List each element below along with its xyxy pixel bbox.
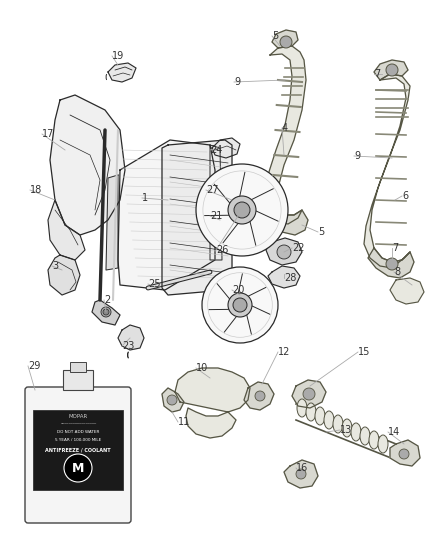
Text: 7: 7 — [392, 243, 398, 253]
Ellipse shape — [333, 415, 343, 433]
Text: 21: 21 — [210, 211, 223, 221]
Polygon shape — [374, 60, 408, 80]
Text: 11: 11 — [178, 417, 190, 427]
Ellipse shape — [360, 427, 370, 445]
Circle shape — [386, 64, 398, 76]
Polygon shape — [244, 382, 274, 410]
Circle shape — [234, 202, 250, 218]
Polygon shape — [274, 210, 308, 235]
Text: 27: 27 — [206, 185, 219, 195]
Circle shape — [202, 267, 278, 343]
Circle shape — [296, 469, 306, 479]
Ellipse shape — [369, 431, 379, 449]
Ellipse shape — [342, 419, 352, 437]
Polygon shape — [266, 238, 302, 265]
Polygon shape — [50, 95, 125, 235]
Circle shape — [399, 449, 409, 459]
Polygon shape — [106, 175, 118, 270]
Text: 1: 1 — [142, 193, 148, 203]
Polygon shape — [212, 138, 240, 158]
Circle shape — [233, 298, 247, 312]
Circle shape — [167, 395, 177, 405]
FancyArrowPatch shape — [38, 442, 48, 478]
Text: 3: 3 — [52, 261, 58, 271]
Text: M: M — [72, 462, 84, 474]
Polygon shape — [118, 325, 144, 350]
Text: 2: 2 — [104, 295, 110, 305]
Polygon shape — [92, 300, 120, 325]
Polygon shape — [284, 460, 318, 488]
Text: 23: 23 — [122, 341, 134, 351]
Polygon shape — [162, 140, 232, 295]
Text: 17: 17 — [42, 129, 54, 139]
Polygon shape — [162, 388, 184, 412]
Text: 29: 29 — [28, 361, 40, 371]
Circle shape — [101, 307, 111, 317]
Circle shape — [228, 293, 252, 317]
Text: MOPAR: MOPAR — [68, 415, 88, 419]
Polygon shape — [48, 255, 80, 295]
Polygon shape — [268, 266, 300, 288]
Text: ANTIFREEZE / COOLANT: ANTIFREEZE / COOLANT — [45, 448, 111, 453]
Polygon shape — [292, 380, 326, 408]
Text: 15: 15 — [358, 347, 371, 357]
Text: 19: 19 — [112, 51, 124, 61]
Polygon shape — [272, 30, 298, 48]
Polygon shape — [210, 145, 222, 260]
Polygon shape — [368, 248, 414, 278]
Polygon shape — [48, 200, 85, 260]
Polygon shape — [390, 278, 424, 304]
Text: ─────────────────: ───────────────── — [60, 422, 96, 426]
Text: 8: 8 — [394, 267, 400, 277]
Bar — [70, 362, 86, 372]
Text: 6: 6 — [402, 191, 408, 201]
Circle shape — [64, 454, 92, 482]
Ellipse shape — [297, 399, 307, 417]
Text: 18: 18 — [30, 185, 42, 195]
Bar — [63, 370, 93, 390]
Circle shape — [277, 245, 291, 259]
Text: 10: 10 — [196, 363, 208, 373]
Circle shape — [103, 309, 109, 315]
Text: 25: 25 — [148, 279, 160, 289]
Polygon shape — [108, 63, 136, 82]
Text: 28: 28 — [284, 273, 297, 283]
Circle shape — [228, 196, 256, 224]
Ellipse shape — [306, 403, 316, 421]
FancyBboxPatch shape — [25, 387, 131, 523]
Polygon shape — [175, 368, 250, 438]
Text: 7: 7 — [374, 69, 380, 79]
Text: 16: 16 — [296, 463, 308, 473]
Bar — [33, 410, 123, 490]
Text: 5 YEAR / 100,000 MILE: 5 YEAR / 100,000 MILE — [55, 438, 101, 442]
Circle shape — [386, 258, 398, 270]
Polygon shape — [262, 46, 306, 224]
Text: DO NOT ADD WATER: DO NOT ADD WATER — [57, 430, 99, 434]
Text: 9: 9 — [234, 77, 240, 87]
Polygon shape — [390, 440, 420, 466]
Circle shape — [255, 391, 265, 401]
Ellipse shape — [324, 411, 334, 429]
Circle shape — [303, 388, 315, 400]
Ellipse shape — [315, 407, 325, 425]
Text: 22: 22 — [292, 243, 304, 253]
Text: 20: 20 — [232, 285, 244, 295]
Text: 13: 13 — [340, 425, 352, 435]
Polygon shape — [118, 140, 215, 290]
Text: 4: 4 — [282, 123, 288, 133]
Text: 9: 9 — [354, 151, 360, 161]
Text: 14: 14 — [388, 427, 400, 437]
Text: 24: 24 — [210, 145, 223, 155]
Text: 26: 26 — [216, 245, 228, 255]
Text: 5: 5 — [318, 227, 324, 237]
Ellipse shape — [351, 423, 361, 441]
Text: 12: 12 — [278, 347, 290, 357]
Circle shape — [196, 164, 288, 256]
Ellipse shape — [378, 435, 388, 453]
Polygon shape — [364, 74, 410, 268]
Circle shape — [280, 36, 292, 48]
Text: 5: 5 — [272, 31, 278, 41]
